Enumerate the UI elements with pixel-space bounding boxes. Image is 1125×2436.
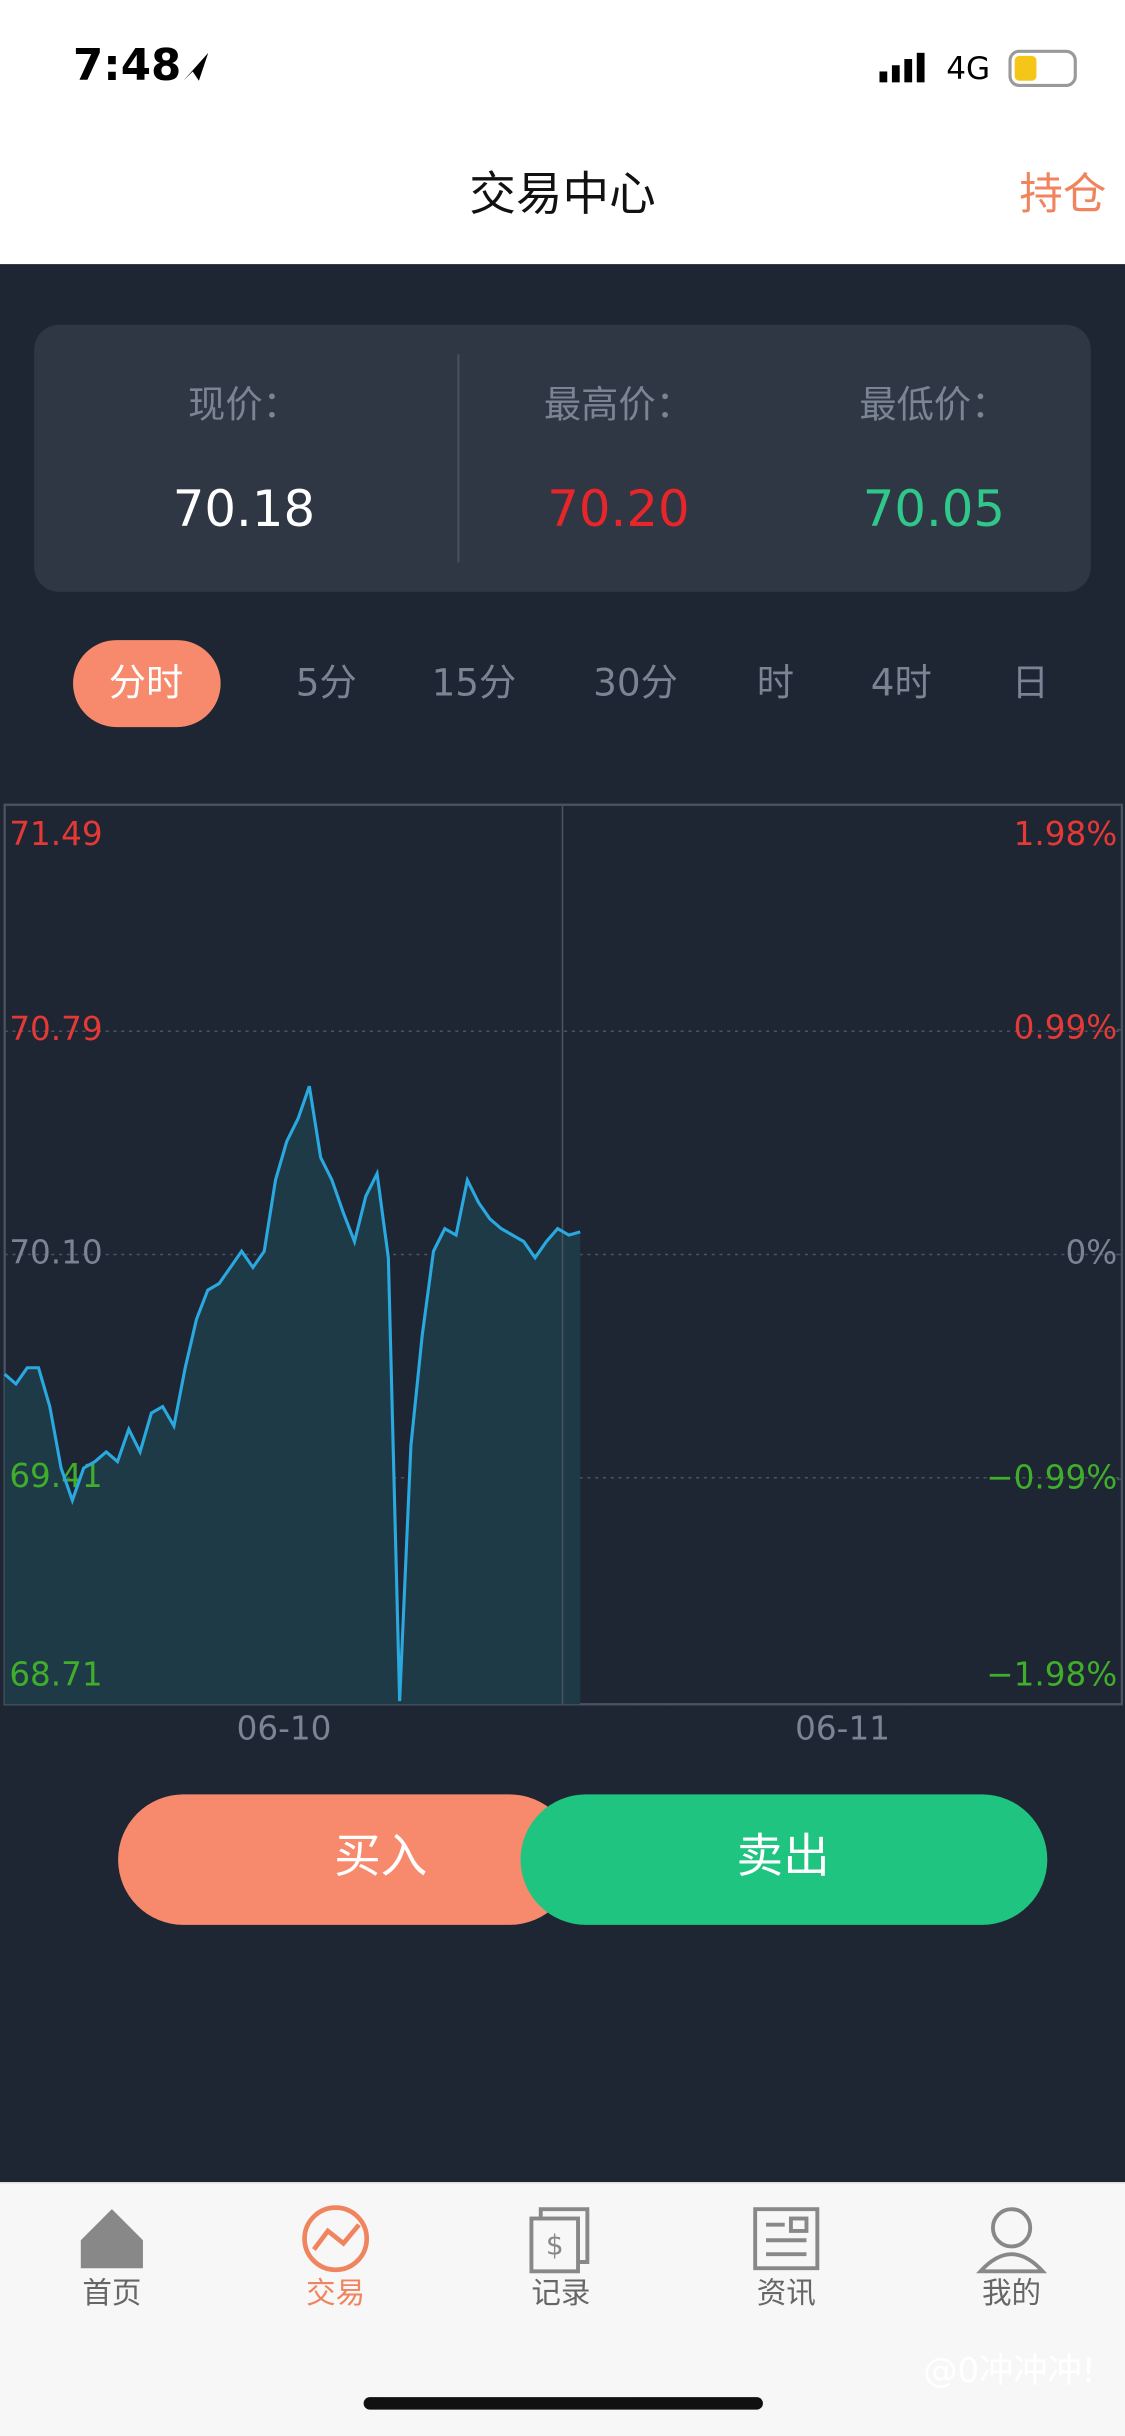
battery (1008, 49, 1077, 87)
y2-tick-label: −1.98% (986, 1655, 1117, 1693)
y2-tick-label: −0.99% (986, 1458, 1117, 1496)
buy-button[interactable] (118, 1794, 575, 1925)
record-icon[interactable]: $ (529, 2207, 590, 2274)
top-bar (0, 0, 1125, 265)
nav-label[interactable]: 记录 (531, 2276, 590, 2310)
period-tab[interactable]: 时 (757, 661, 794, 705)
quote-label: 现价： (188, 383, 300, 427)
nav-bar (0, 2182, 1125, 2436)
quote-label: 最低价： (859, 383, 1008, 427)
profile-icon[interactable] (976, 2207, 1048, 2274)
buy-label[interactable]: 买入 (334, 1829, 427, 1883)
period-tab[interactable]: 30分 (593, 661, 678, 705)
nav-label[interactable]: 资讯 (757, 2276, 816, 2310)
sell-label[interactable]: 卖出 (737, 1829, 830, 1883)
y-tick-label: 71.49 (9, 815, 102, 853)
period-tab[interactable]: 日 (1012, 661, 1049, 705)
y2-tick-label: 0% (1065, 1234, 1117, 1272)
trade-icon[interactable] (302, 2205, 370, 2273)
quote-value: 70.18 (173, 480, 315, 538)
y2-tick-label: 1.98% (1014, 815, 1118, 853)
y2-tick-label: 0.99% (1014, 1009, 1118, 1047)
period-tab[interactable]: 15分 (432, 661, 517, 705)
watermark: @0冲冲冲! (923, 2351, 1095, 2391)
price-line (3, 1085, 581, 1702)
x-tick-label: 06-10 (237, 1710, 332, 1748)
status-time: 7:48 (73, 41, 181, 91)
y-tick-label: 70.79 (9, 1010, 102, 1048)
home-icon[interactable] (80, 2209, 143, 2269)
battery-level (1014, 55, 1037, 81)
period-tab[interactable]: 5分 (296, 661, 357, 705)
nav-label[interactable]: 交易 (306, 2276, 365, 2310)
period-tab[interactable]: 4时 (871, 661, 932, 705)
svg-text:$: $ (546, 2228, 564, 2261)
sell-button[interactable] (520, 1794, 1048, 1925)
x-tick-label: 06-11 (795, 1710, 890, 1748)
quote-label: 最高价： (544, 383, 693, 427)
period-tab[interactable]: 分时 (109, 661, 184, 705)
price-area (4, 1086, 581, 1705)
header-title: 交易中心 (469, 167, 655, 221)
nav-label[interactable]: 我的 (982, 2276, 1041, 2310)
signal-icon (879, 52, 925, 83)
tab-active-pill (73, 640, 221, 728)
quote-value: 70.20 (547, 480, 689, 538)
home-indicator (363, 2397, 763, 2410)
y-tick-label: 68.71 (9, 1655, 102, 1693)
quote-value: 70.05 (863, 480, 1005, 538)
nav-label[interactable]: 首页 (82, 2276, 141, 2310)
header-action[interactable]: 持仓 (1019, 170, 1106, 220)
quote-panel (34, 324, 1091, 592)
news-icon[interactable] (753, 2207, 820, 2271)
y-tick-label: 69.41 (9, 1457, 102, 1495)
y-tick-label: 70.10 (9, 1234, 102, 1272)
status-network: 4G (946, 51, 990, 87)
